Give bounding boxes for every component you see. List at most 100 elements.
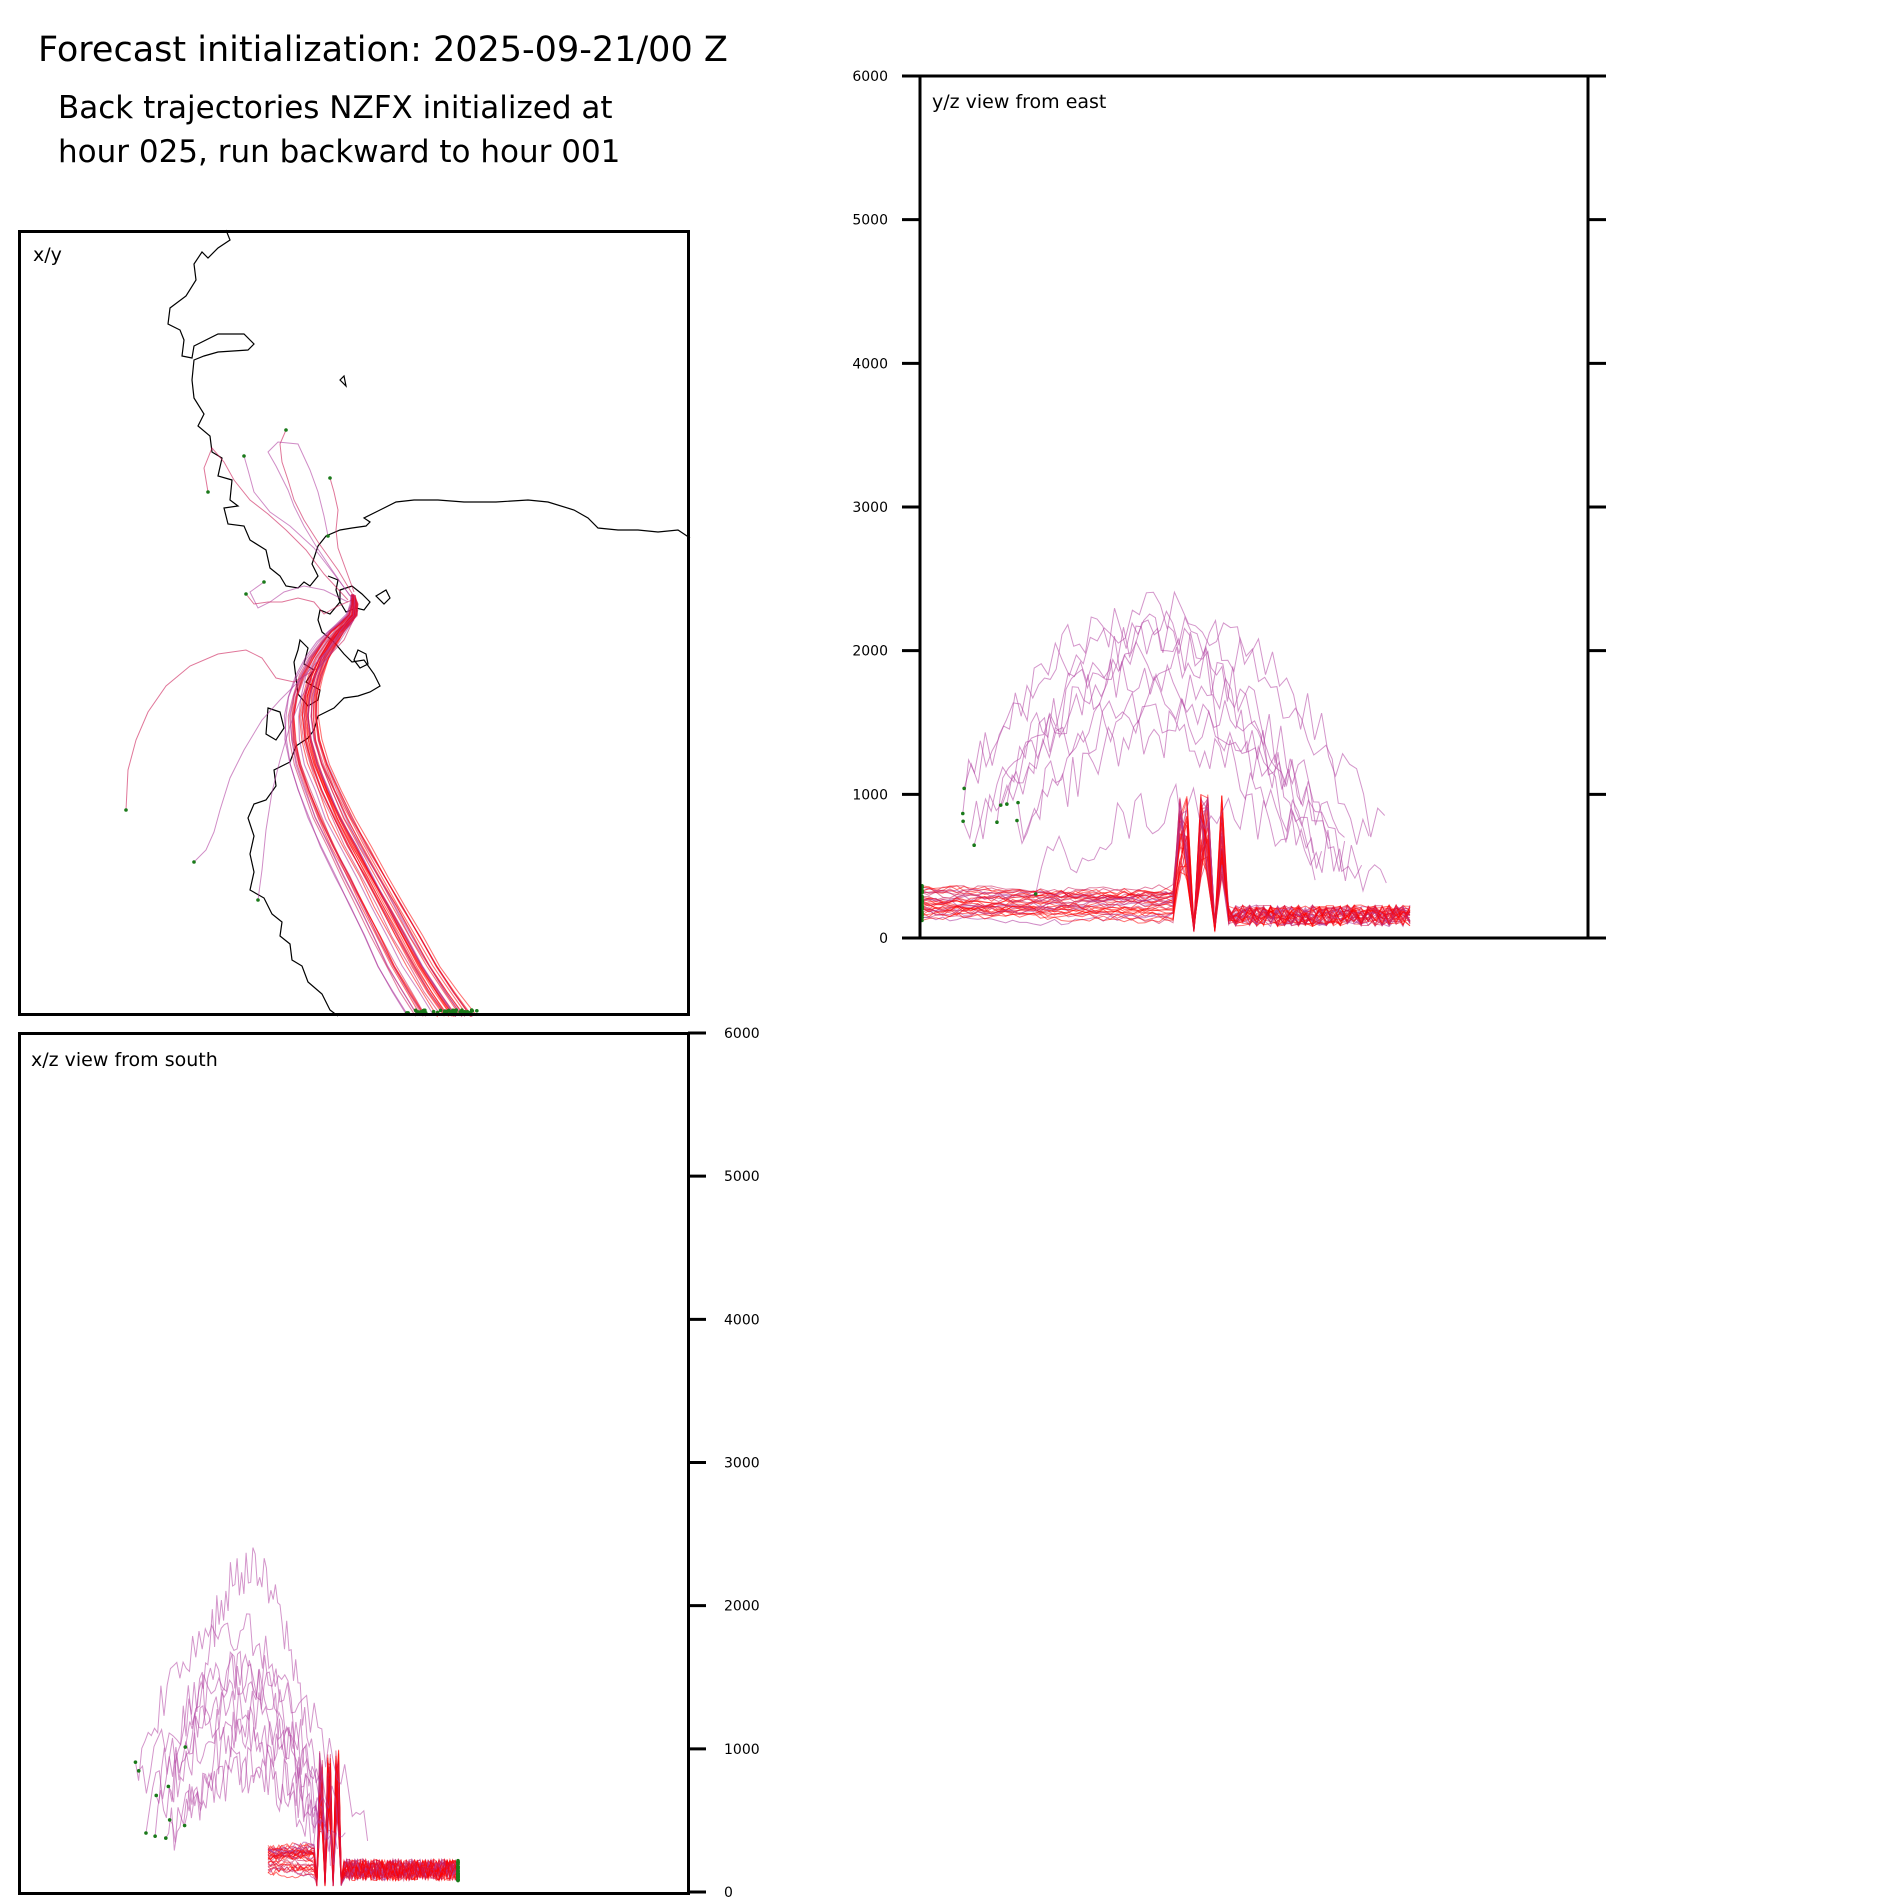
trajectory-line — [193, 619, 355, 863]
trajectory-line — [138, 1651, 369, 1841]
figure-subtitle-line2: hour 025, run backward to hour 001 — [58, 134, 621, 170]
trajectory-endpoint — [972, 843, 976, 848]
trajectory-endpoint — [1033, 892, 1038, 896]
trajectory-endpoint — [446, 1008, 451, 1013]
trajectory-endpoint — [422, 1008, 426, 1013]
trajectory-endpoint — [244, 592, 248, 596]
trajectory-endpoint — [456, 1878, 460, 1882]
coastline-segment — [265, 707, 285, 741]
xy-panel-frame — [18, 230, 690, 1016]
y-tick-label: 6000 — [852, 69, 888, 85]
trajectory-line — [245, 593, 353, 615]
trajectory-line — [267, 441, 351, 597]
y-tick-label: 3000 — [724, 1456, 760, 1472]
trajectory-endpoint — [262, 580, 266, 584]
trajectory-endpoint — [1016, 800, 1020, 805]
coastline-segment — [353, 649, 369, 669]
y-tick-label: 0 — [724, 1885, 733, 1900]
trajectory-line — [125, 609, 359, 811]
trajectory-endpoint — [962, 786, 966, 791]
trajectory-endpoint — [475, 1008, 479, 1013]
coastline-segment — [339, 374, 347, 388]
coastline-segment — [375, 589, 391, 605]
trajectory-line — [921, 795, 1411, 933]
trajectory-line — [257, 621, 353, 901]
coastline-segment — [247, 575, 381, 1017]
trajectory-endpoint — [206, 490, 210, 494]
trajectory-endpoint — [1005, 802, 1009, 806]
y-tick-label: 4000 — [852, 356, 888, 372]
trajectory-line — [1016, 709, 1322, 869]
yz-view-panel: 0 1000 2000 3000 4000 5000 6000 y/z view from … — [852, 69, 1606, 947]
trajectory-line — [184, 1706, 331, 1866]
trajectory-line — [267, 1760, 459, 1886]
trajectory-line — [155, 1650, 320, 1849]
yz-panel-label: y/z view from east — [932, 91, 1106, 113]
trajectory-line — [291, 595, 425, 1016]
trajectory-endpoint — [465, 1009, 470, 1014]
trajectory-line — [135, 1613, 327, 1829]
trajectory-endpoint — [456, 1869, 460, 1873]
trajectory-endpoint — [998, 803, 1003, 807]
xy-map-panel: x/y — [18, 229, 691, 1018]
trajectory-line — [300, 594, 442, 1016]
trajectory-line — [996, 640, 1345, 838]
trajectory-line — [249, 581, 349, 609]
trajectory-line — [921, 811, 1411, 928]
trajectory-endpoint — [136, 1769, 141, 1773]
trajectory-line — [203, 447, 349, 601]
xz-axis-ticks: 0 1000 2000 3000 4000 5000 6000 — [688, 1026, 760, 1900]
xy-panel-label: x/y — [33, 244, 62, 266]
trajectory-lines — [135, 1547, 459, 1887]
trajectory-lines — [921, 590, 1411, 933]
y-tick-label: 0 — [879, 931, 888, 947]
trajectory-line — [145, 1687, 346, 1838]
trajectory-endpoint — [284, 428, 288, 432]
trajectory-endpoint — [961, 819, 965, 824]
trajectory-line — [1000, 610, 1370, 845]
trajectory-endpoints — [133, 1745, 460, 1883]
y-tick-label: 3000 — [852, 500, 888, 516]
trajectory-line — [921, 822, 1411, 931]
yz-axis-ticks: 0 1000 2000 3000 4000 5000 6000 — [852, 69, 1606, 947]
trajectory-line — [963, 590, 1386, 838]
figure-title: Forecast initialization: 2025-09-21/00 Z — [38, 30, 728, 70]
trajectory-endpoint — [326, 534, 330, 538]
xz-view-panel: 0 1000 2000 3000 4000 5000 6000 x/z view from … — [18, 1026, 760, 1900]
trajectory-line — [315, 594, 473, 1018]
trajectory-line — [307, 595, 457, 1017]
trajectory-endpoint — [470, 1009, 475, 1013]
trajectory-endpoint — [1015, 818, 1019, 823]
figure-subtitle-line1: Back trajectories NZFX initialized at — [58, 90, 613, 126]
trajectory-endpoint — [133, 1760, 138, 1764]
y-tick-label: 2000 — [724, 1599, 760, 1615]
trajectory-line — [169, 1745, 338, 1852]
trajectory-endpoint — [182, 1823, 187, 1828]
coastline-segment — [339, 585, 371, 613]
trajectory-endpoint — [242, 454, 246, 458]
trajectory-endpoint — [144, 1831, 148, 1835]
trajectory-endpoint — [456, 1875, 460, 1879]
trajectory-endpoint — [431, 1009, 436, 1014]
trajectory-line — [921, 834, 1411, 930]
trajectory-line — [184, 1547, 321, 1784]
xz-panel-frame — [18, 1032, 690, 1895]
trajectory-line — [279, 429, 354, 596]
trajectory-line — [243, 455, 353, 599]
trajectory-endpoint — [192, 860, 196, 864]
trajectory-line — [306, 595, 456, 1016]
coastline — [167, 229, 691, 1017]
y-tick-label: 1000 — [724, 1742, 760, 1758]
trajectory-line — [267, 1760, 459, 1887]
y-tick-label: 6000 — [724, 1026, 760, 1042]
xz-panel-label: x/z view from south — [31, 1049, 218, 1071]
trajectory-endpoint — [183, 1745, 188, 1749]
trajectory-line — [962, 608, 1314, 853]
trajectory-endpoint — [995, 820, 999, 824]
trajectory-line — [921, 815, 1411, 930]
trajectory-endpoint — [154, 1793, 159, 1798]
trajectory-endpoint — [460, 1008, 464, 1013]
y-tick-label: 4000 — [724, 1312, 760, 1328]
y-tick-label: 5000 — [852, 213, 888, 229]
trajectory-line — [921, 798, 1411, 931]
